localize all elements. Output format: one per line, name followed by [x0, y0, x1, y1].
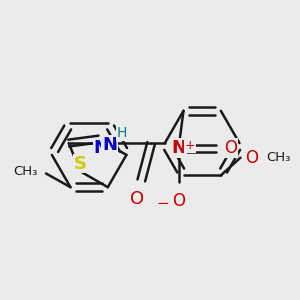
Text: CH₃: CH₃	[266, 151, 290, 164]
Text: +: +	[184, 139, 195, 152]
Text: O: O	[245, 149, 258, 167]
Text: CH₃: CH₃	[14, 165, 38, 178]
Text: N: N	[94, 139, 109, 157]
Text: S: S	[74, 154, 87, 172]
Text: H: H	[117, 126, 127, 140]
Text: N: N	[171, 139, 186, 157]
Text: O: O	[130, 190, 144, 208]
Text: O: O	[172, 192, 185, 210]
Text: −: −	[156, 196, 169, 211]
Text: O: O	[224, 139, 237, 157]
Text: N: N	[102, 136, 117, 154]
